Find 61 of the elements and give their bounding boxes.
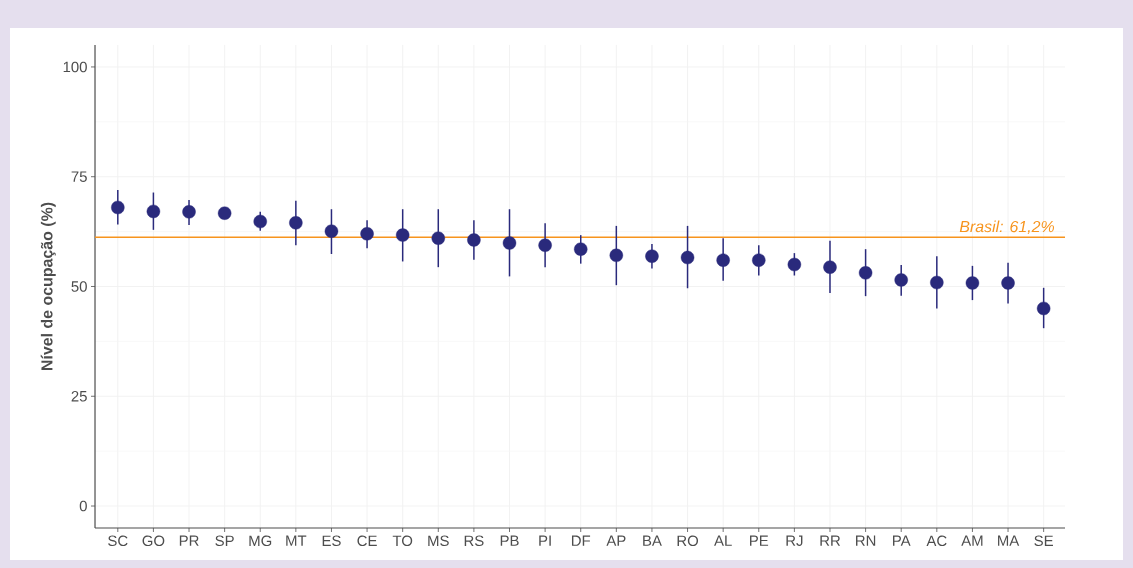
- x-tick-label: MG: [249, 535, 272, 547]
- x-tick-label: RJ: [786, 535, 803, 546]
- point: [289, 216, 303, 230]
- x-tick-label: PB: [500, 535, 519, 546]
- x-tick-label: RN: [856, 535, 876, 546]
- point: [395, 228, 410, 242]
- point: [609, 248, 624, 263]
- x-tick-label: PA: [893, 535, 911, 546]
- x-tick-label: AP: [606, 535, 626, 546]
- point: [680, 250, 695, 265]
- point: [431, 231, 445, 245]
- x-tick-label: SP: [215, 535, 234, 547]
- x-tick-label: PE: [750, 535, 769, 546]
- point: [324, 224, 339, 238]
- point: [574, 242, 588, 256]
- point: [146, 204, 161, 219]
- point: [111, 200, 125, 215]
- point: [716, 253, 730, 267]
- y-tick-label: 25: [71, 390, 87, 402]
- x-tick-label: MA: [998, 535, 1020, 546]
- point: [502, 236, 517, 250]
- x-tick-label: MS: [428, 535, 449, 547]
- point: [467, 233, 481, 247]
- point: [858, 266, 873, 280]
- point: [538, 238, 552, 252]
- point: [360, 227, 374, 241]
- point: [965, 276, 980, 290]
- x-tick-label: ES: [322, 535, 341, 547]
- point: [823, 260, 837, 274]
- x-tick-label: PI: [539, 535, 551, 546]
- y-axis-title: Nível de ocupação (%): [40, 202, 56, 371]
- point: [645, 249, 659, 263]
- x-tick-label: DF: [571, 535, 591, 546]
- x-tick-label: GO: [142, 535, 165, 547]
- ref-line-label: Brasil: 61,2%: [959, 220, 1054, 235]
- x-tick-label: SE: [1034, 535, 1053, 547]
- x-tick-label: BA: [643, 535, 662, 546]
- x-tick-label: AL: [714, 535, 732, 546]
- x-tick-label: AM: [961, 535, 983, 546]
- y-tick-label: 50: [71, 281, 87, 292]
- point: [1001, 276, 1015, 290]
- y-tick-label: 75: [71, 171, 87, 182]
- x-tick-label: CE: [357, 535, 377, 547]
- point: [752, 253, 766, 267]
- x-tick-label: RS: [464, 535, 484, 547]
- point: [930, 275, 944, 290]
- y-tick-label: 100: [63, 61, 87, 73]
- y-tick-label: 0: [79, 500, 87, 512]
- point: [253, 214, 267, 229]
- x-tick-label: SC: [108, 535, 128, 547]
- point: [182, 205, 196, 219]
- x-tick-label: RR: [820, 535, 841, 546]
- x-tick-label: AC: [926, 535, 947, 547]
- point: [1036, 301, 1051, 316]
- point: [217, 206, 232, 220]
- x-tick-label: PR: [179, 535, 199, 546]
- x-tick-label: RO: [677, 535, 699, 547]
- x-tick-label: MT: [286, 535, 307, 546]
- x-tick-label: TO: [392, 535, 413, 547]
- point: [787, 257, 802, 272]
- point: [894, 273, 908, 287]
